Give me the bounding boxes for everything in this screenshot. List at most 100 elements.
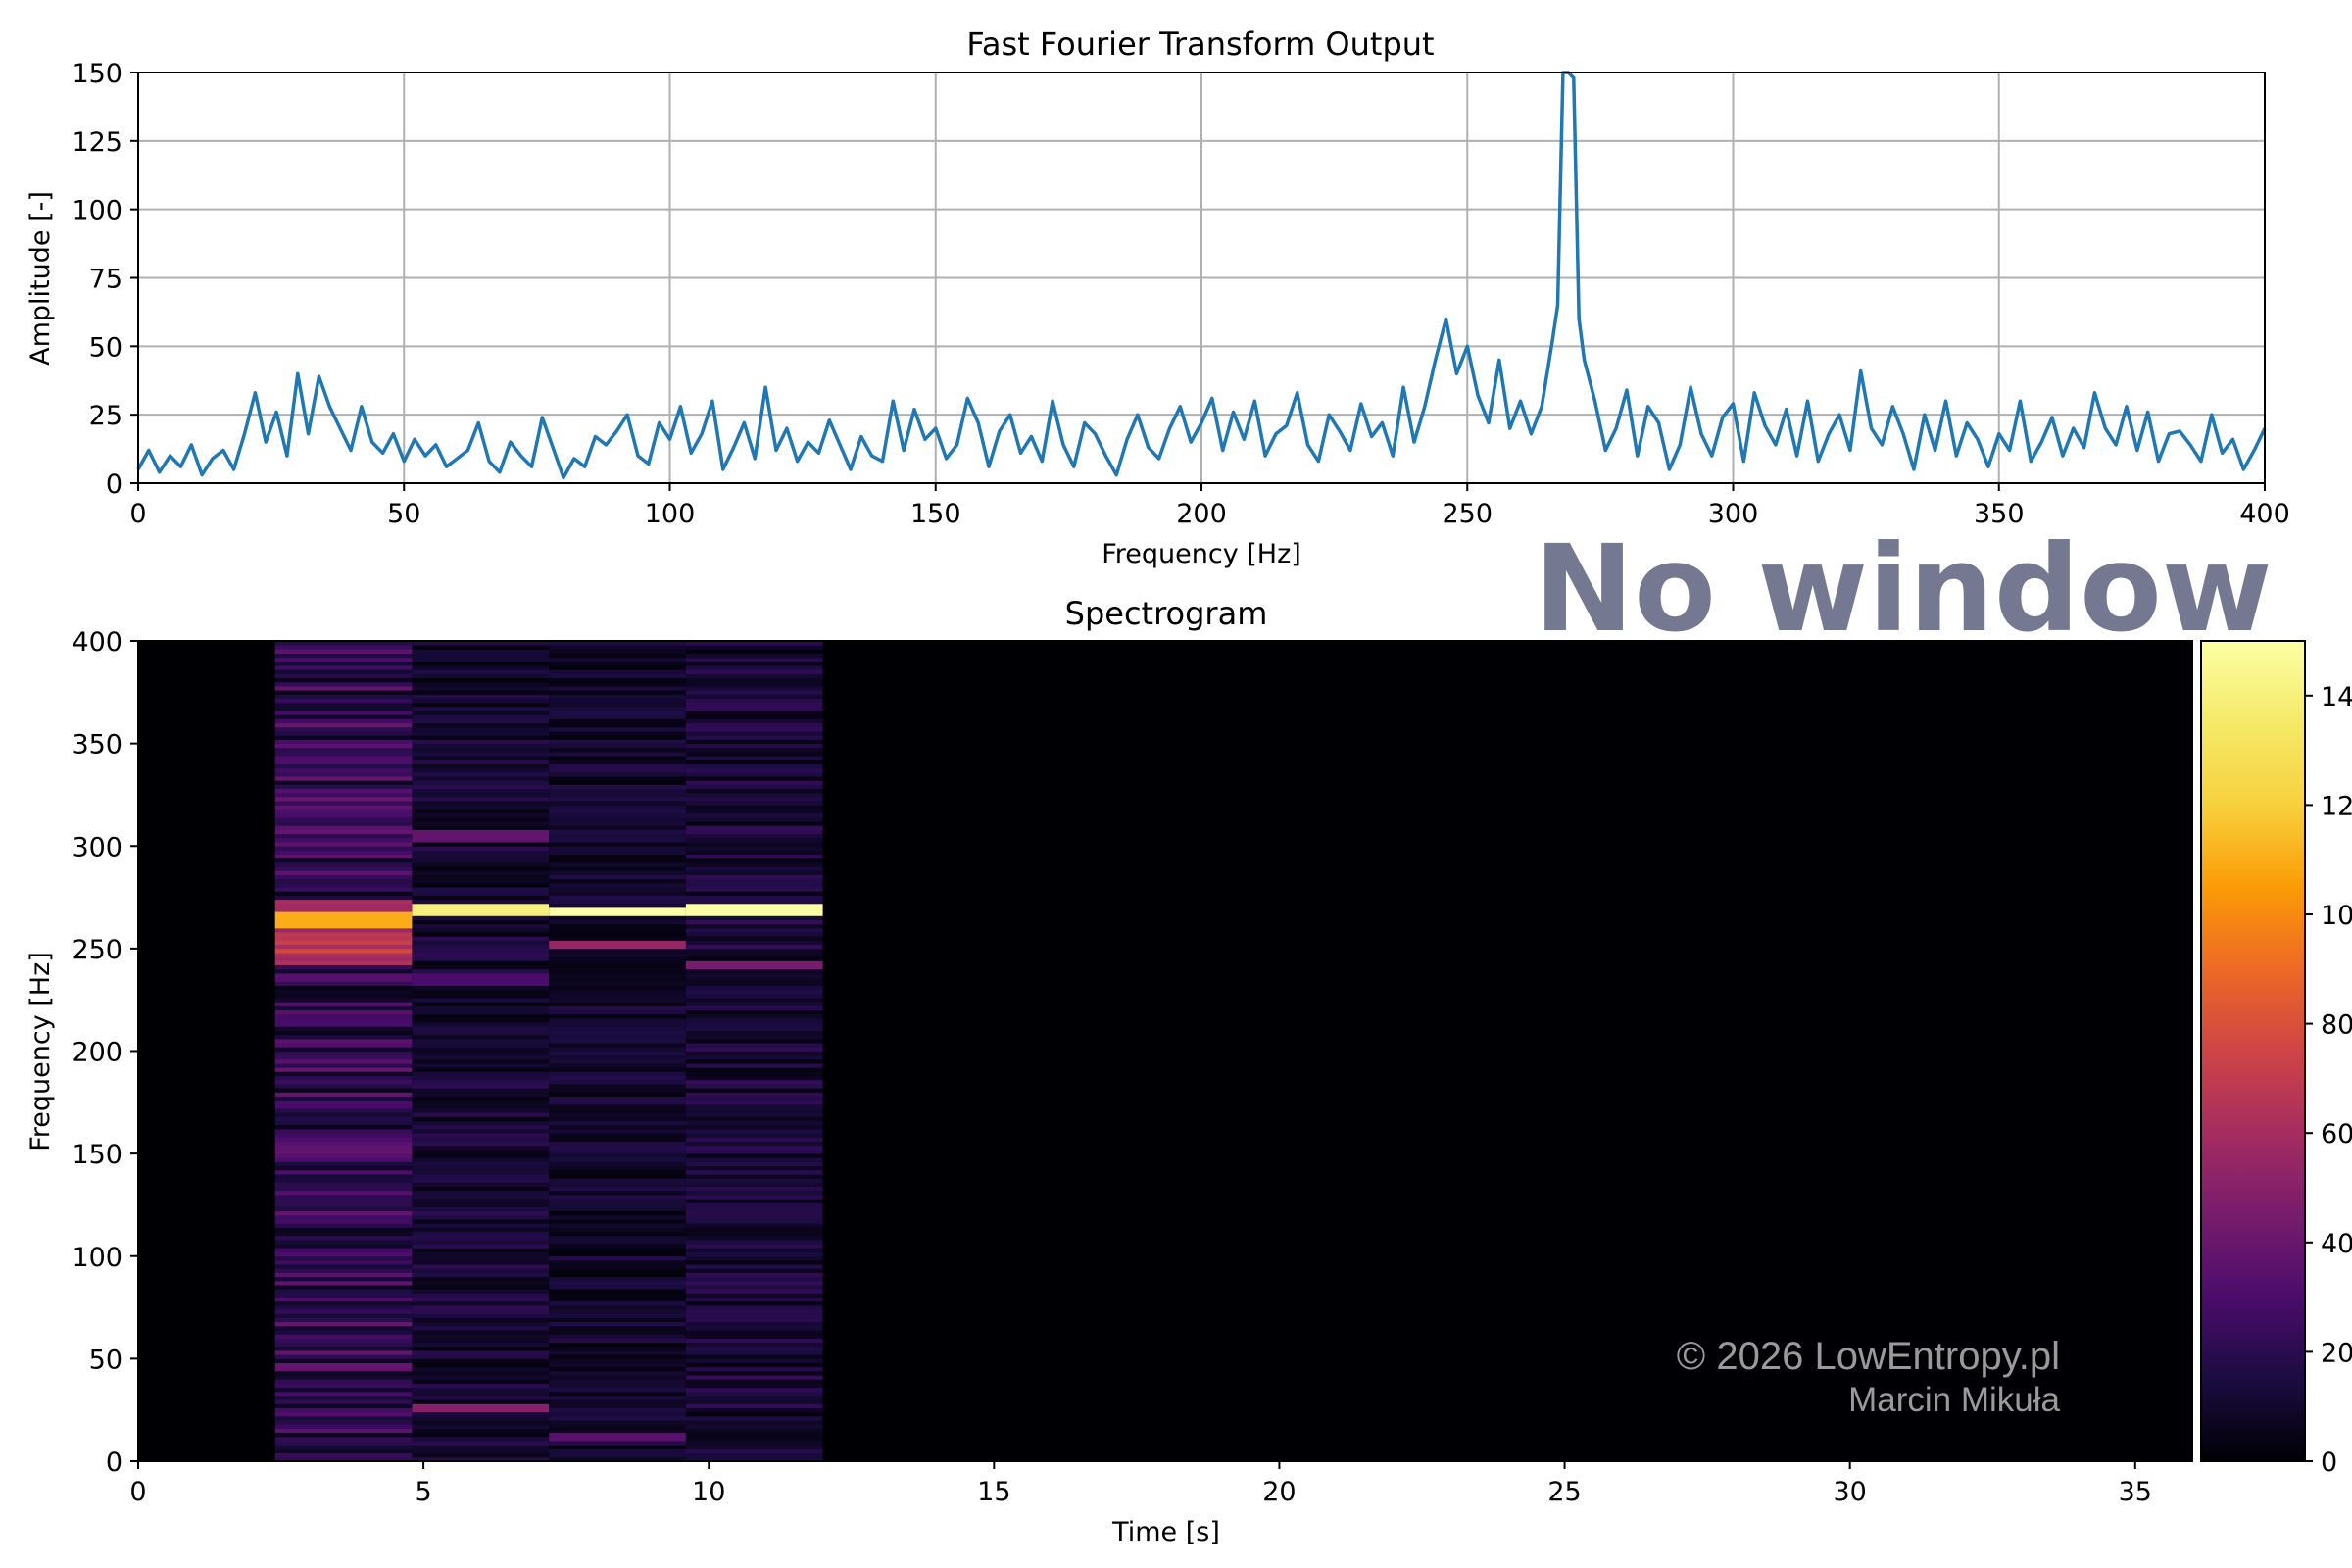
spectrogram-cell: [549, 936, 686, 941]
spectrogram-cell: [685, 669, 823, 674]
spectrogram-cell: [549, 842, 686, 847]
spectrogram-cell: [412, 858, 550, 863]
spectrogram-cell: [274, 919, 413, 925]
spectrogram-cell: [412, 956, 550, 961]
spectrogram-cell: [549, 726, 686, 732]
spectrogram-cell: [412, 681, 550, 687]
spectrogram-cell: [685, 771, 823, 777]
spectrogram-cell: [685, 645, 823, 650]
spectrogram-cell: [549, 1370, 686, 1376]
colorbar-tick-label: 80: [2321, 1010, 2352, 1041]
spectrogram-cell: [412, 1103, 550, 1109]
spectrogram-cell: [685, 812, 823, 818]
spectrogram-cell: [412, 752, 550, 757]
spectrogram-cell: [549, 1289, 686, 1294]
spectrogram-cell: [412, 1259, 550, 1265]
spectrogram-cell: [549, 1231, 686, 1237]
spectrogram-cell: [274, 653, 413, 659]
spectrogram-cell: [274, 808, 413, 814]
spectrogram-cell: [549, 944, 686, 950]
spectrogram-cell: [274, 1100, 413, 1105]
spectrogram-cell: [549, 870, 686, 875]
spectrogram-cell: [274, 747, 413, 753]
spectrogram-cell: [685, 714, 823, 719]
spectrogram-cell: [685, 1248, 823, 1252]
spectrogram-cell: [274, 878, 413, 884]
spectrogram-cell: [549, 1022, 686, 1027]
spectrogram-cell: [549, 956, 686, 961]
spectrogram-cell: [274, 891, 413, 896]
spectrogram-cell: [685, 677, 823, 683]
spectrogram-cell: [274, 710, 413, 715]
spectrogram-cell: [412, 792, 550, 798]
spectrogram-cell: [549, 1054, 686, 1060]
spectrogram-cell: [412, 776, 550, 781]
spectrogram-cell: [274, 1223, 413, 1228]
spectrogram-y-tick-label: 150: [72, 1140, 122, 1170]
spectrogram-cell: [412, 1280, 550, 1286]
colorbar-tick-label: 120: [2321, 791, 2352, 821]
spectrogram-cell: [274, 1330, 413, 1335]
spectrogram-cell: [412, 981, 550, 986]
spectrogram-cell: [274, 1436, 413, 1442]
spectrogram-cell: [685, 739, 823, 744]
spectrogram-cell: [274, 1141, 413, 1147]
spectrogram-cell: [412, 1137, 550, 1142]
spectrogram-cell: [685, 673, 823, 679]
spectrogram-cell: [685, 1235, 823, 1241]
spectrogram-cell: [685, 805, 823, 809]
spectrogram-cell: [685, 1445, 823, 1449]
spectrogram-cell: [274, 726, 413, 732]
spectrogram-cell: [549, 752, 686, 757]
fft-y-axis-label: Amplitude [-]: [25, 191, 56, 366]
spectrogram-cell: [412, 1330, 550, 1335]
spectrogram-cell: [685, 1244, 823, 1249]
spectrogram-cell: [412, 1223, 550, 1228]
spectrogram-cell: [685, 1309, 823, 1314]
spectrogram-cell: [685, 776, 823, 781]
spectrogram-cell: [685, 1075, 823, 1081]
watermark: © 2026 LowEntropy.pl Marcin Mikuła: [1677, 1333, 2060, 1421]
spectrogram-cell: [274, 899, 413, 905]
spectrogram-cell: [685, 784, 823, 790]
spectrogram-cell: [549, 850, 686, 855]
spectrogram-cell: [685, 1051, 823, 1056]
spectrogram-x-axis: 0 5 10 15 20 25 30 35: [129, 1461, 2152, 1507]
spectrogram-cell: [685, 858, 823, 863]
spectrogram-cell: [685, 1034, 823, 1040]
spectrogram-cell: [549, 1084, 686, 1089]
spectrogram-cell: [685, 1182, 823, 1187]
spectrogram-cell: [549, 1362, 686, 1368]
spectrogram-cell: [685, 1227, 823, 1233]
spectrogram-cell: [274, 1366, 413, 1372]
spectrogram-cell: [274, 1448, 413, 1453]
spectrogram-cell: [412, 993, 550, 999]
spectrogram-cell: [685, 1448, 823, 1453]
spectrogram-cell: [685, 1026, 823, 1031]
spectrogram-cell: [685, 842, 823, 847]
spectrogram-cell: [685, 1358, 823, 1363]
spectrogram-cell: [412, 842, 550, 847]
spectrogram-cell: [274, 1396, 413, 1400]
spectrogram-cell: [549, 694, 686, 699]
spectrogram-cell: [274, 1251, 413, 1257]
spectrogram-cell: [412, 1182, 550, 1187]
spectrogram-cell: [412, 973, 550, 978]
spectrogram-cell: [412, 1362, 550, 1368]
fft-y-tick-label: 0: [106, 469, 122, 500]
spectrogram-cell: [274, 690, 413, 695]
spectrogram-cell: [549, 776, 686, 781]
spectrogram-cell: [274, 1174, 413, 1179]
spectrogram-cell: [412, 833, 550, 839]
spectrogram-cell: [412, 846, 550, 851]
spectrogram-cell: [549, 1268, 686, 1273]
spectrogram-cell: [412, 1120, 550, 1126]
spectrogram-cell: [274, 1456, 413, 1462]
spectrogram-cell: [412, 948, 550, 954]
spectrogram-cell: [274, 1088, 413, 1093]
spectrogram-cell: [549, 932, 686, 937]
spectrogram-cell: [549, 862, 686, 867]
spectrogram-cell: [274, 1445, 413, 1449]
spectrogram-cell: [549, 1264, 686, 1269]
spectrogram-cell: [685, 882, 823, 888]
